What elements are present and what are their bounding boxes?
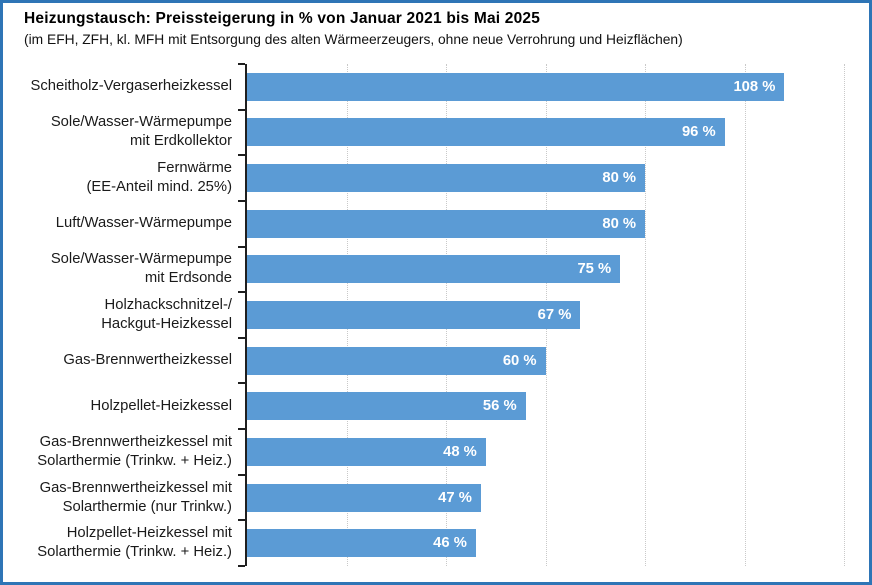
value-label: 46 %	[433, 535, 467, 552]
category-label-line: Sole/Wasser-Wärmepumpe	[50, 114, 232, 131]
category-axis-line	[245, 64, 247, 566]
category-label-line: Gas-Brennwertheizkessel	[63, 352, 232, 369]
chart-row: Gas-Brennwertheizkessel mit Solarthermie …	[3, 475, 869, 521]
axis-tick	[238, 245, 245, 248]
bar-track: 48 %	[247, 429, 869, 475]
axis-tick	[238, 199, 245, 202]
chart-subtitle: (im EFH, ZFH, kl. MFH mit Entsorgung des…	[24, 32, 683, 47]
gridline-80	[645, 64, 647, 566]
chart-row: Sole/Wasser-Wärmepumpe mit Erdsonde 75 %	[3, 247, 869, 293]
category-label-line: Sole/Wasser-Wärmepumpe	[50, 251, 232, 268]
bar-track: 108 %	[247, 64, 869, 110]
bar-track: 46 %	[247, 520, 869, 566]
category-label: Fernwärme (EE-Anteil mind. 25%)	[3, 159, 245, 197]
value-label: 67 %	[537, 307, 572, 324]
bar: 75 %	[247, 255, 621, 284]
bar: 96 %	[247, 118, 725, 147]
chart-row: Fernwärme (EE-Anteil mind. 25%) 80 %	[3, 155, 869, 201]
category-label-line: Holzpellet-Heizkessel	[90, 397, 232, 414]
bar: 47 %	[247, 483, 481, 512]
category-label: Holzpellet-Heizkessel	[3, 397, 245, 416]
category-label: Luft/Wasser-Wärmepumpe	[3, 214, 245, 233]
value-label: 96 %	[681, 124, 716, 141]
category-label-line: Holzhackschnitzel-/	[104, 297, 232, 314]
axis-tick	[238, 565, 245, 567]
axis-tick	[238, 154, 245, 157]
chart-row: Holzpellet-Heizkessel 56 %	[3, 383, 869, 429]
gridline-100	[744, 64, 746, 566]
axis-tick	[238, 519, 245, 522]
category-label: Sole/Wasser-Wärmepumpe mit Erdsonde	[3, 250, 245, 288]
category-label-line: Holzpellet-Heizkessel mit	[66, 525, 232, 542]
value-label: 47 %	[438, 489, 472, 506]
bar-track: 80 %	[247, 201, 869, 247]
category-label-line: Gas-Brennwertheizkessel mit	[39, 479, 232, 496]
axis-tick	[238, 473, 245, 476]
bar: 67 %	[247, 301, 581, 330]
axis-tick	[238, 108, 245, 111]
value-label: 56 %	[482, 398, 517, 415]
value-label: 80 %	[602, 170, 637, 187]
axis-tick	[238, 428, 245, 431]
category-label: Gas-Brennwertheizkessel	[3, 351, 245, 370]
chart-title: Heizungstausch: Preissteigerung in % von…	[24, 10, 541, 27]
bar-track: 75 %	[247, 247, 869, 293]
chart-row: Gas-Brennwertheizkessel 60 %	[3, 338, 869, 384]
chart-row: Scheitholz-Vergaserheizkessel 108 %	[3, 64, 869, 110]
bar-track: 80 %	[247, 155, 869, 201]
category-label-line: Solarthermie (Trinkw. + Heiz.)	[37, 544, 232, 561]
category-label-line: Solarthermie (Trinkw. + Heiz.)	[37, 452, 232, 469]
axis-tick	[238, 336, 245, 339]
chart-row: Luft/Wasser-Wärmepumpe 80 %	[3, 201, 869, 247]
value-label: 48 %	[443, 443, 477, 460]
category-label: Sole/Wasser-Wärmepumpe mit Erdkollektor	[3, 113, 245, 151]
bar: 108 %	[247, 72, 785, 101]
axis-tick	[238, 63, 245, 65]
category-label: Holzhackschnitzel-/ Hackgut-Heizkessel	[3, 296, 245, 334]
category-label-line: (EE-Anteil mind. 25%)	[86, 179, 232, 196]
bar: 46 %	[247, 529, 476, 558]
category-label: Gas-Brennwertheizkessel mit Solarthermie …	[3, 433, 245, 471]
chart-row: Holzhackschnitzel-/ Hackgut-Heizkessel 67 …	[3, 292, 869, 338]
value-label: 75 %	[577, 261, 612, 278]
bar: 48 %	[247, 437, 486, 466]
bar: 80 %	[247, 209, 646, 238]
category-label-line: Scheitholz-Vergaserheizkessel	[30, 78, 232, 95]
category-label-line: Fernwärme	[157, 160, 232, 177]
bar: 56 %	[247, 392, 526, 421]
category-label-line: mit Erdkollektor	[130, 133, 232, 150]
bar-track: 56 %	[247, 383, 869, 429]
bar: 60 %	[247, 346, 546, 375]
gridline-120	[844, 64, 846, 566]
axis-tick	[238, 382, 245, 385]
chart-row: Gas-Brennwertheizkessel mit Solarthermie …	[3, 429, 869, 475]
category-label-line: Hackgut-Heizkessel	[101, 316, 232, 333]
chart-row: Holzpellet-Heizkessel mit Solarthermie (T…	[3, 520, 869, 566]
bar-track: 96 %	[247, 110, 869, 156]
chart-row: Sole/Wasser-Wärmepumpe mit Erdkollektor 96…	[3, 110, 869, 156]
category-label-line: mit Erdsonde	[144, 270, 232, 287]
category-label: Scheitholz-Vergaserheizkessel	[3, 77, 245, 96]
value-label: 108 %	[733, 78, 776, 95]
bar-track: 60 %	[247, 338, 869, 384]
category-label: Gas-Brennwertheizkessel mit Solarthermie …	[3, 479, 245, 517]
category-label-line: Gas-Brennwertheizkessel mit	[39, 433, 232, 450]
axis-tick	[238, 291, 245, 294]
value-label: 80 %	[602, 215, 637, 232]
category-label-line: Solarthermie (nur Trinkw.)	[62, 498, 232, 515]
bar-track: 47 %	[247, 475, 869, 521]
value-label: 60 %	[502, 352, 537, 369]
category-label-line: Luft/Wasser-Wärmepumpe	[55, 215, 232, 232]
bar: 80 %	[247, 164, 646, 193]
category-label: Holzpellet-Heizkessel mit Solarthermie (T…	[3, 524, 245, 562]
plot-area: Scheitholz-Vergaserheizkessel 108 % Sole/W…	[3, 63, 869, 567]
bar-track: 67 %	[247, 292, 869, 338]
